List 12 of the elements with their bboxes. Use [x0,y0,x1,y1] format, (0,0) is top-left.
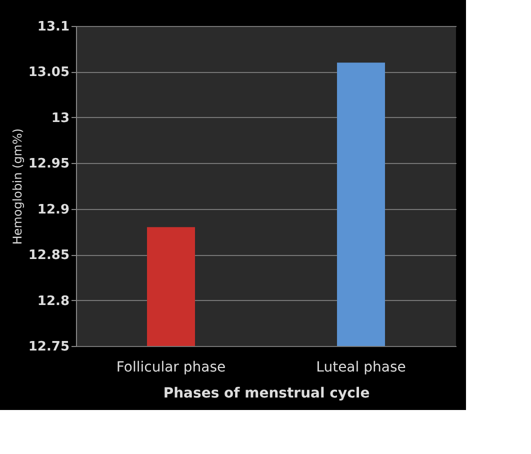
y-tick-label: 12.85 [28,248,70,264]
y-tick-label: 12.95 [28,156,70,172]
y-axis-title: Hemoglobin (gm%) [10,128,24,245]
x-tick-label: Luteal phase [316,360,406,376]
x-tick-label: Follicular phase [116,360,226,376]
y-tick-label: 13.05 [28,65,70,80]
y-tick-label: 12.8 [37,294,70,309]
y-tick-label: 12.75 [28,340,70,354]
y-tick-label: 12.9 [37,202,70,218]
y-tick-label: 13 [51,110,70,126]
y-tick-label: 13.1 [37,20,70,34]
x-axis-title: Phases of menstrual cycle [163,386,370,402]
